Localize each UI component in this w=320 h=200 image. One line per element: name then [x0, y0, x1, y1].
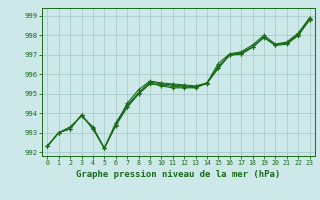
X-axis label: Graphe pression niveau de la mer (hPa): Graphe pression niveau de la mer (hPa) — [76, 170, 281, 179]
